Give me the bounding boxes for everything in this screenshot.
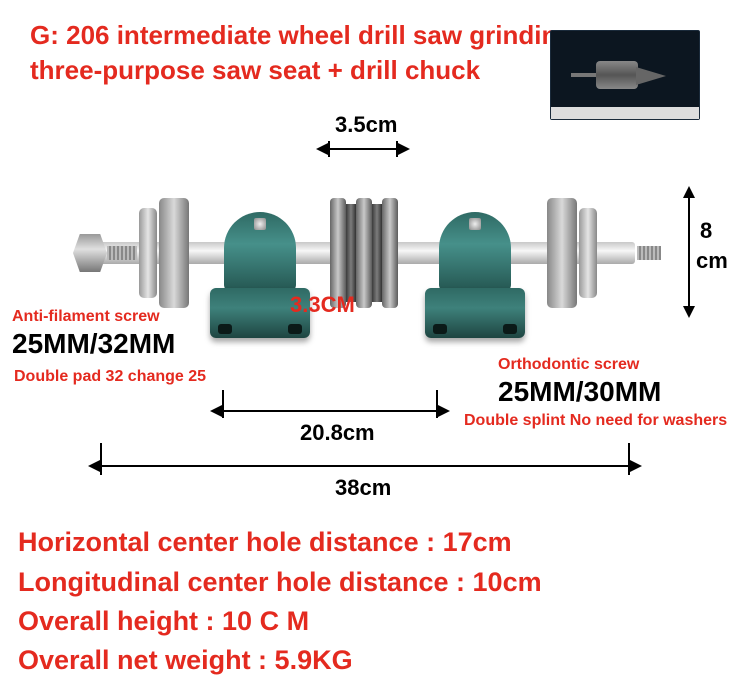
title-line-2: three-purpose saw seat + drill chuck bbox=[30, 53, 573, 88]
pillow-block-right bbox=[425, 212, 525, 338]
left-flange-inner bbox=[159, 198, 189, 308]
pillow-span-label: 20.8cm bbox=[300, 420, 375, 446]
pillow-bolt-icon bbox=[469, 218, 481, 230]
spec-overall-height: Overall height : 10 C M bbox=[18, 602, 542, 641]
spec-overall-weight: Overall net weight : 5.9KG bbox=[18, 641, 542, 680]
right-note-label: Double splint No need for washers bbox=[464, 412, 727, 430]
spec-longitudinal-hole: Longitudinal center hole distance : 10cm bbox=[18, 563, 542, 602]
right-thread bbox=[637, 246, 661, 260]
flange-diameter-dim bbox=[688, 198, 690, 306]
inset-tip bbox=[636, 67, 666, 85]
flange-diameter-cm: cm bbox=[696, 248, 728, 274]
pillow-span-dim bbox=[222, 410, 438, 412]
inset-rod bbox=[571, 73, 596, 77]
product-title: G: 206 intermediate wheel drill saw grin… bbox=[30, 18, 573, 88]
inset-bar bbox=[551, 107, 699, 119]
pulley-inner-label: 3.3CM bbox=[290, 292, 355, 318]
pillow-block-left bbox=[210, 212, 310, 338]
overall-length-dim bbox=[100, 465, 630, 467]
spec-block: Horizontal center hole distance : 17cm L… bbox=[18, 523, 542, 680]
right-flange-outer bbox=[579, 208, 597, 298]
left-flange-outer bbox=[139, 208, 157, 298]
spec-horizontal-hole: Horizontal center hole distance : 17cm bbox=[18, 523, 542, 562]
foot-hole bbox=[288, 324, 302, 334]
foot-hole bbox=[503, 324, 517, 334]
left-nut bbox=[73, 234, 107, 272]
overall-length-label: 38cm bbox=[335, 475, 391, 501]
left-thread bbox=[107, 246, 137, 260]
left-size-label: 25MM/32MM bbox=[12, 328, 175, 360]
left-note-label: Double pad 32 change 25 bbox=[14, 368, 206, 386]
inset-body bbox=[596, 61, 638, 89]
anti-filament-screw-label: Anti-filament screw bbox=[12, 308, 160, 326]
title-line-1: G: 206 intermediate wheel drill saw grin… bbox=[30, 18, 573, 53]
right-size-label: 25MM/30MM bbox=[498, 376, 661, 408]
foot-hole bbox=[218, 324, 232, 334]
pulley-width-label: 3.5cm bbox=[335, 112, 397, 138]
right-flange-inner bbox=[547, 198, 577, 308]
pulley-width-dim bbox=[328, 148, 398, 150]
drill-chuck-inset bbox=[550, 30, 700, 120]
orthodontic-screw-label: Orthodontic screw bbox=[498, 356, 639, 374]
pillow-bolt-icon bbox=[254, 218, 266, 230]
foot-hole bbox=[433, 324, 447, 334]
flange-diameter-8: 8 bbox=[700, 218, 712, 244]
